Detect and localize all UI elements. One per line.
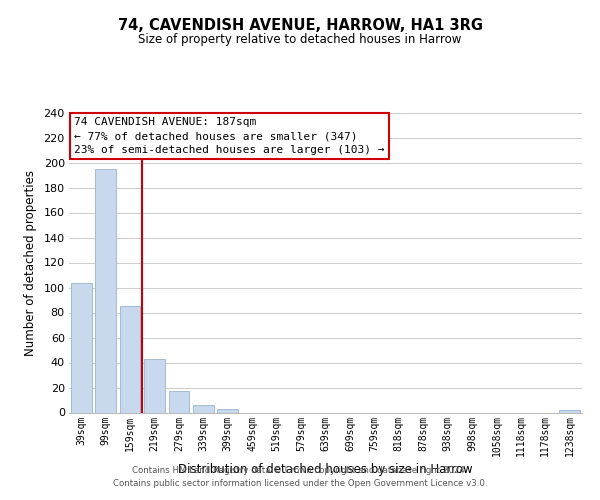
Bar bbox=[217, 409, 238, 412]
Bar bbox=[193, 405, 214, 412]
Bar bbox=[144, 359, 165, 412]
Text: Contains HM Land Registry data © Crown copyright and database right 2024.
Contai: Contains HM Land Registry data © Crown c… bbox=[113, 466, 487, 487]
Bar bbox=[95, 169, 116, 412]
Text: 74, CAVENDISH AVENUE, HARROW, HA1 3RG: 74, CAVENDISH AVENUE, HARROW, HA1 3RG bbox=[118, 18, 482, 32]
Text: Size of property relative to detached houses in Harrow: Size of property relative to detached ho… bbox=[139, 32, 461, 46]
X-axis label: Distribution of detached houses by size in Harrow: Distribution of detached houses by size … bbox=[178, 464, 473, 476]
Y-axis label: Number of detached properties: Number of detached properties bbox=[23, 170, 37, 356]
Text: 74 CAVENDISH AVENUE: 187sqm
← 77% of detached houses are smaller (347)
23% of se: 74 CAVENDISH AVENUE: 187sqm ← 77% of det… bbox=[74, 117, 385, 155]
Bar bbox=[169, 391, 190, 412]
Bar bbox=[119, 306, 140, 412]
Bar bbox=[559, 410, 580, 412]
Bar bbox=[71, 282, 92, 412]
